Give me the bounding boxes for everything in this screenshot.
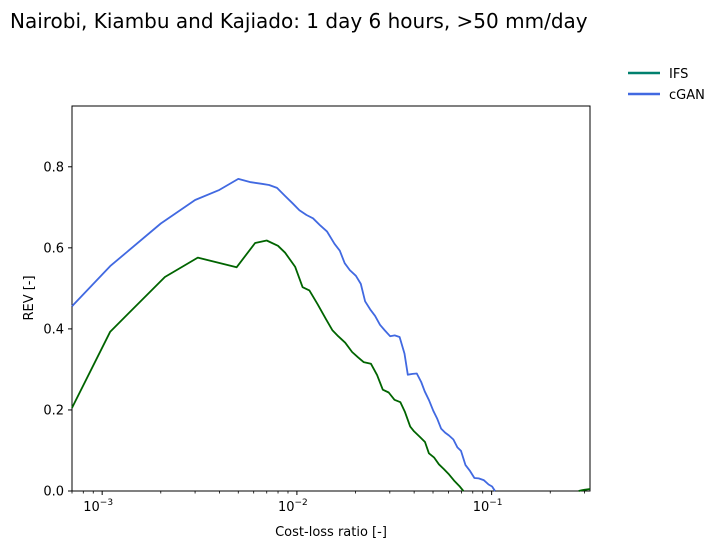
x-axis-ticks: 10−3 10−2 10−1 <box>71 491 585 515</box>
plot-area-frame <box>71 105 591 492</box>
legend: IFS cGAN <box>628 67 705 103</box>
y-tick-label: 0.4 <box>43 322 64 337</box>
y-tick-label: 0.2 <box>43 403 64 418</box>
x-tick-label: 10−1 <box>473 498 503 515</box>
y-tick-label: 0.6 <box>43 241 64 256</box>
series-line-cgan <box>71 178 496 492</box>
x-tick-label: 10−3 <box>83 498 113 515</box>
y-tick-label: 0.0 <box>43 485 64 500</box>
series-line-ifs <box>71 239 465 492</box>
chart-title: Nairobi, Kiambu and Kajiado: 1 day 6 hou… <box>10 9 588 33</box>
series-line-ifs-tail <box>578 488 591 492</box>
y-axis-ticks: 0.0 0.2 0.4 0.6 0.8 <box>43 160 72 500</box>
x-tick-label: 10−2 <box>278 498 308 515</box>
x-axis-label: Cost-loss ratio [-] <box>275 525 387 540</box>
legend-label-cgan: cGAN <box>669 88 705 103</box>
y-axis-label: REV [-] <box>22 275 37 320</box>
series-layer <box>71 178 591 492</box>
legend-label-ifs: IFS <box>669 67 688 82</box>
y-tick-label: 0.8 <box>43 160 64 175</box>
